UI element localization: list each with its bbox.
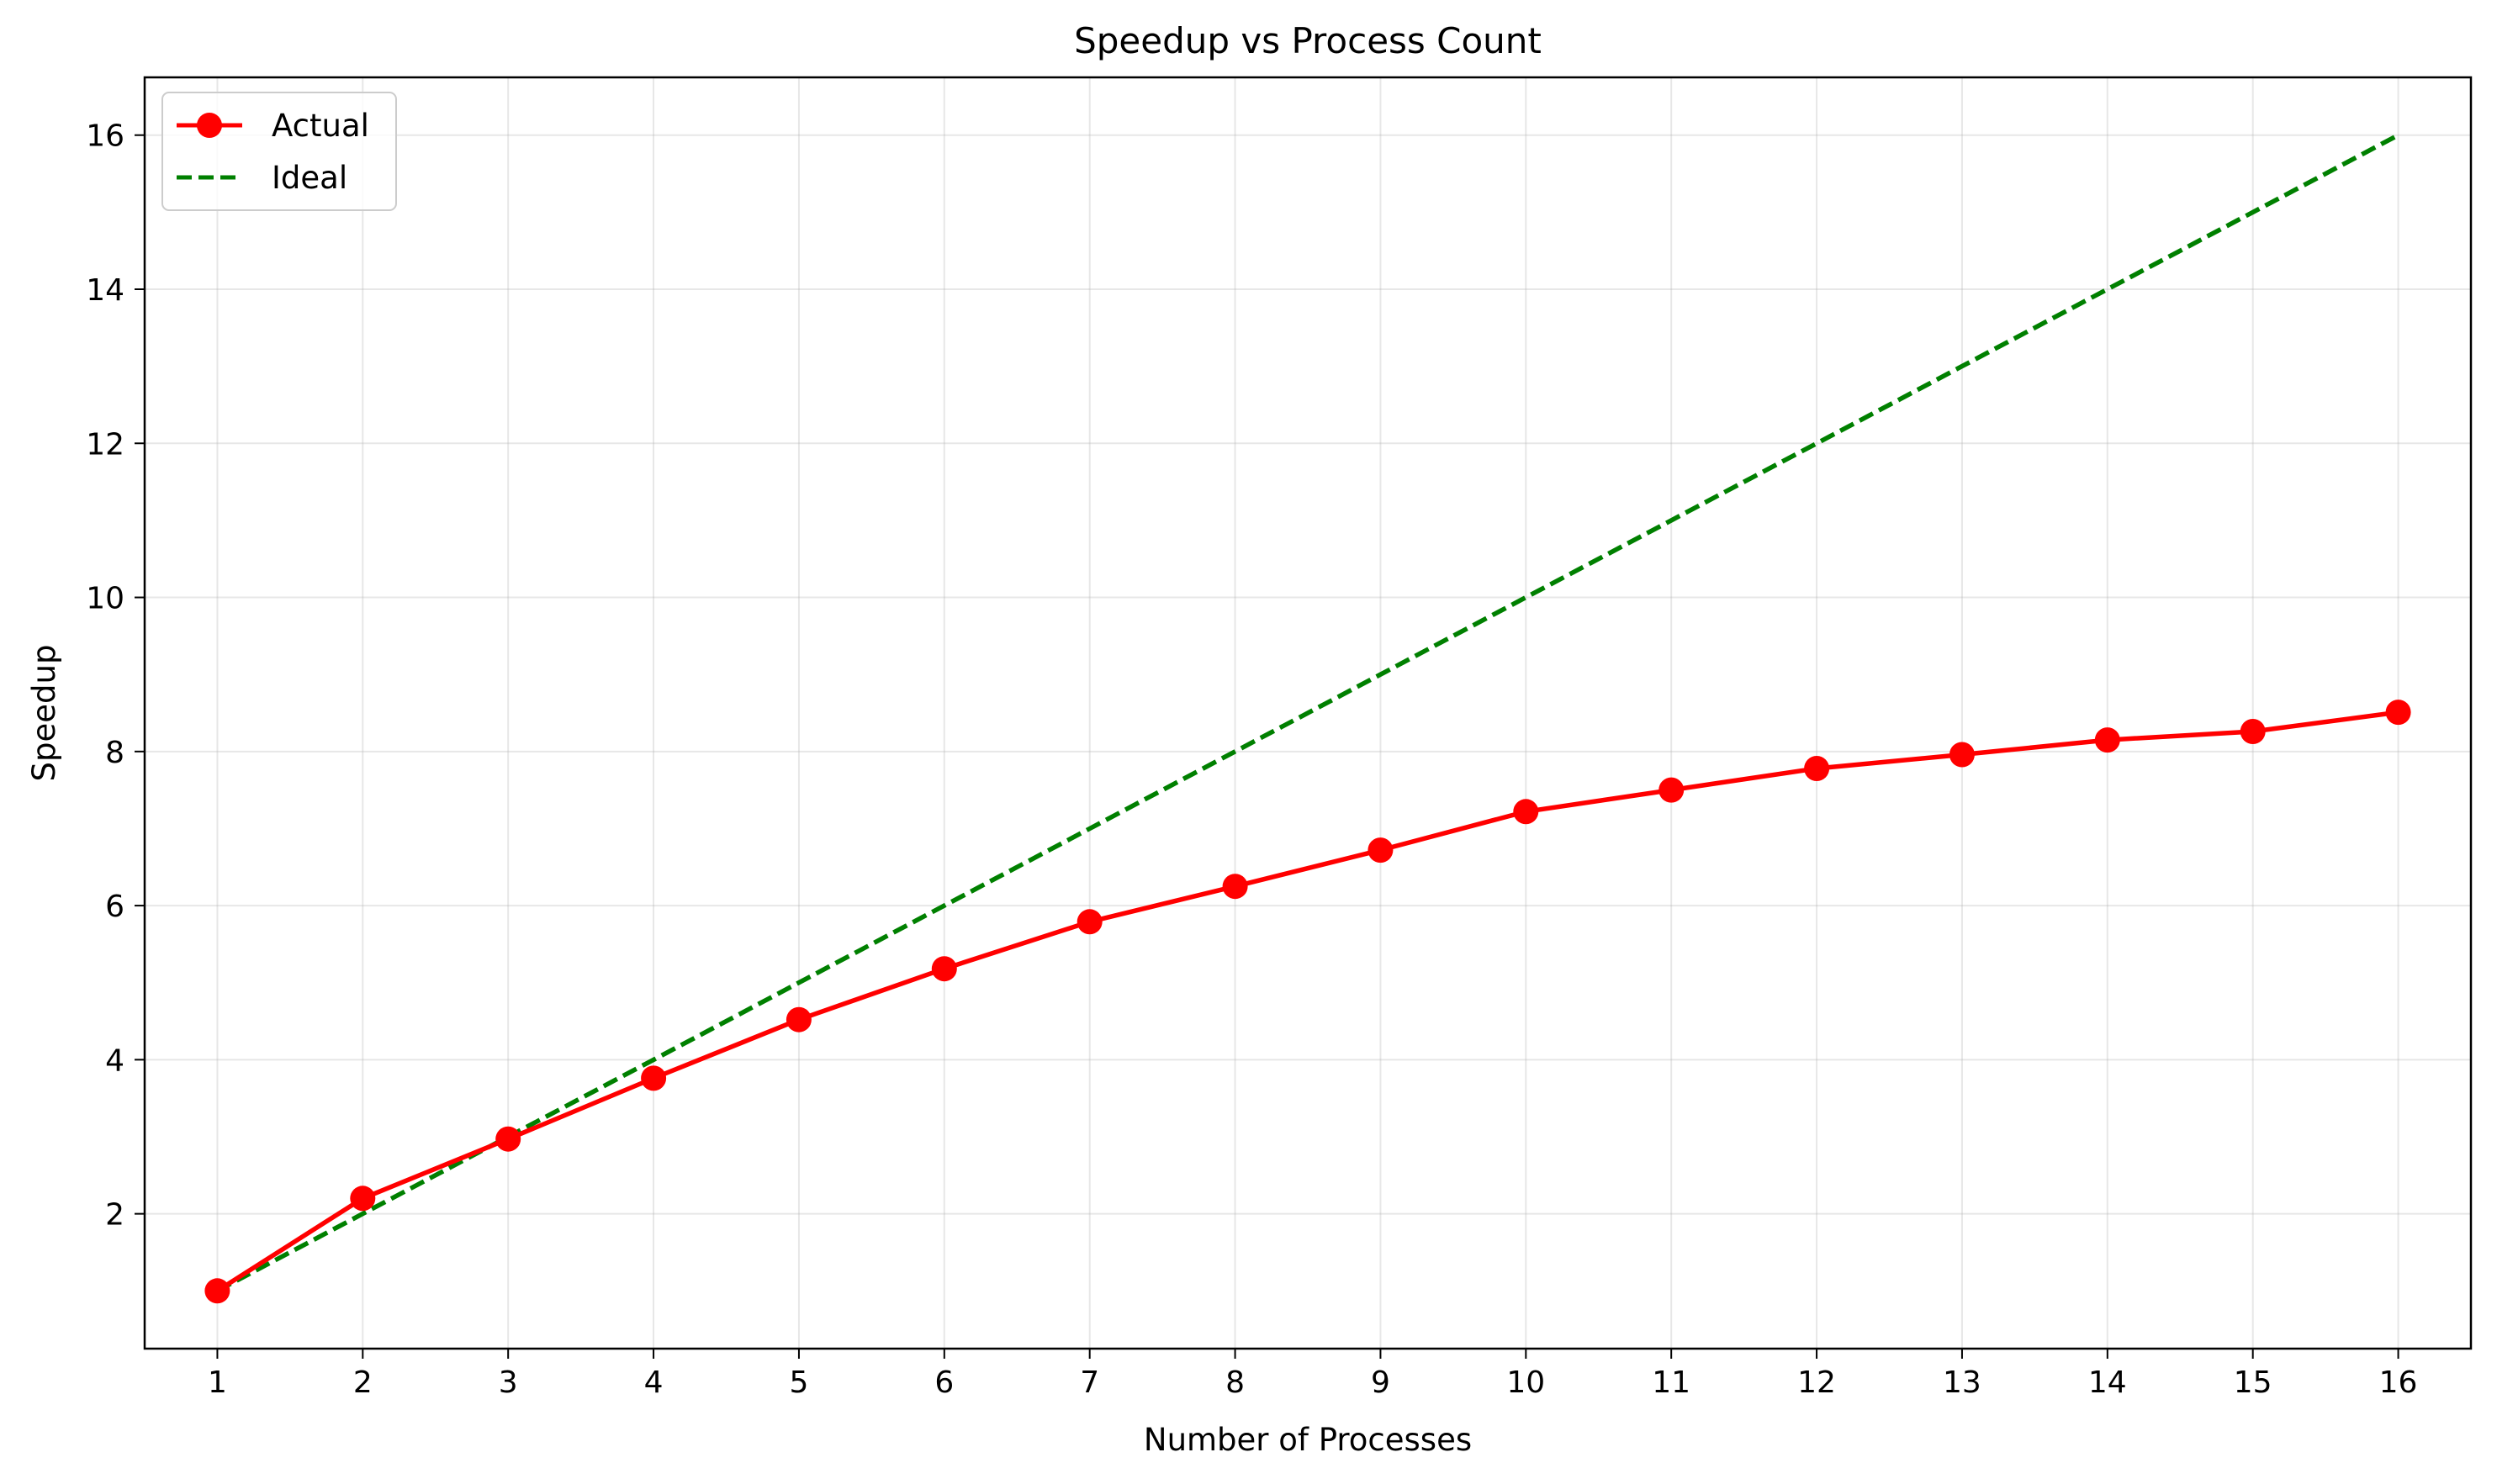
legend-actual-marker: [197, 113, 222, 138]
data-point-actual: [1222, 874, 1248, 900]
x-tick-label: 1: [208, 1365, 227, 1400]
series-layer: [204, 133, 2411, 1304]
plot-frame: [143, 76, 2473, 1350]
x-tick-label: 13: [1943, 1365, 1981, 1400]
data-point-actual: [2385, 700, 2411, 726]
y-tick-label: 12: [86, 427, 124, 462]
x-axis-label: Number of Processes: [1144, 1422, 1472, 1458]
data-point-actual: [1949, 742, 1975, 768]
data-point-actual: [350, 1186, 376, 1212]
x-tick-label: 5: [789, 1365, 808, 1400]
y-tick-label: 4: [105, 1043, 124, 1078]
x-tick-label: 16: [2379, 1365, 2418, 1400]
data-point-actual: [1077, 909, 1103, 935]
y-tick-label: 16: [86, 119, 124, 154]
x-tick-label: 11: [1652, 1365, 1690, 1400]
data-point-actual: [786, 1006, 812, 1032]
x-tick-label: 15: [2234, 1365, 2272, 1400]
x-tick-label: 9: [1371, 1365, 1390, 1400]
legend: Actual Ideal: [161, 92, 397, 211]
x-tick-label: 3: [499, 1365, 518, 1400]
data-point-actual: [2094, 727, 2120, 753]
y-tick-label: 2: [105, 1198, 124, 1233]
data-point-actual: [2240, 719, 2266, 744]
data-point-actual: [641, 1065, 667, 1091]
x-axis: 1 2 3 4 5 6 7 8 9 10 11 12 13 14 15 16: [208, 1349, 2417, 1400]
data-point-actual: [204, 1278, 230, 1304]
series-line-actual: [215, 710, 2399, 1293]
grid-lines: [145, 77, 2471, 1349]
x-tick-label: 4: [644, 1365, 664, 1400]
x-tick-label: 12: [1797, 1365, 1836, 1400]
x-tick-label: 8: [1225, 1365, 1245, 1400]
data-point-actual: [1513, 799, 1539, 825]
x-tick-label: 10: [1506, 1365, 1545, 1400]
x-tick-label: 7: [1080, 1365, 1099, 1400]
y-tick-label: 6: [105, 890, 124, 924]
data-point-actual: [1804, 756, 1830, 781]
y-axis-label: Speedup: [26, 645, 62, 782]
x-tick-label: 6: [934, 1365, 954, 1400]
y-tick-label: 8: [105, 736, 124, 770]
y-tick-label: 10: [86, 582, 124, 616]
series-line-ideal: [216, 133, 2399, 1293]
y-tick-label: 14: [86, 273, 124, 308]
legend-ideal-label: Ideal: [272, 160, 347, 196]
y-axis: 2 4 6 8 10 12 14 16: [86, 119, 145, 1233]
data-point-actual: [495, 1126, 521, 1152]
chart-title: Speedup vs Process Count: [1074, 20, 1542, 61]
legend-actual-label: Actual: [272, 108, 369, 144]
data-point-actual: [1368, 837, 1394, 863]
x-tick-label: 2: [353, 1365, 373, 1400]
data-point-actual: [1658, 777, 1685, 803]
x-tick-label: 14: [2088, 1365, 2127, 1400]
data-point-actual: [931, 956, 957, 982]
